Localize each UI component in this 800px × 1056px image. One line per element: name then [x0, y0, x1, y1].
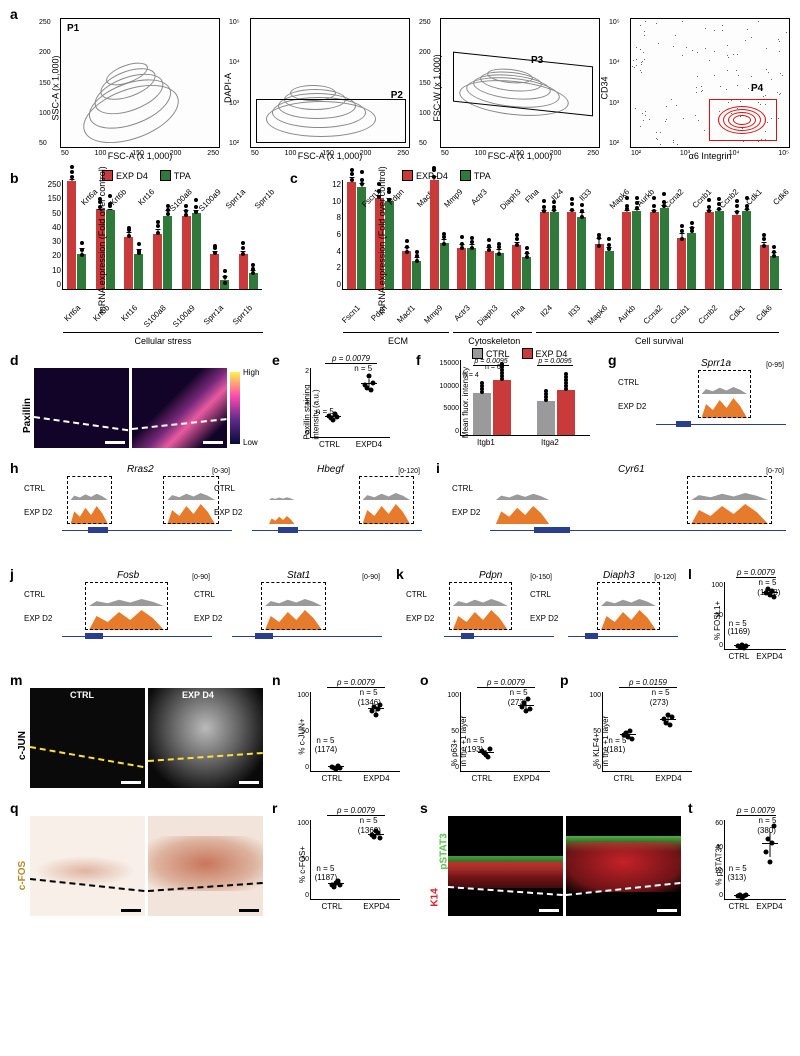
- scatter-o: 100500CTRLEXPD4p = 0.0079n = 5n = 5(193)…: [460, 692, 550, 772]
- panel-label-o: o: [420, 672, 429, 688]
- panel-label-a: a: [10, 6, 18, 22]
- panel-label-i: i: [436, 460, 440, 476]
- k14-label: K14: [430, 888, 441, 906]
- panel-label-c: c: [290, 170, 298, 186]
- panel-label-f: f: [416, 352, 421, 368]
- micro-d-ctrl: CTRL: [34, 368, 129, 448]
- facs-plot-2: P2DAPI-AFSC-A (x 1,000)10⁵10⁴10³10²50100…: [250, 18, 410, 148]
- scatter-n: 100500CTRLEXPD4p = 0.0079n = 5n = 5(1174…: [310, 692, 400, 772]
- panel-label-e: e: [272, 352, 280, 368]
- scatter-r: 100500CTRLEXPD4p = 0.0079n = 5n = 5(1187…: [310, 820, 400, 900]
- micro-q-exp: EXP D4: [148, 816, 263, 916]
- micro-m-exp: EXP D4: [148, 688, 263, 788]
- facs-plot-3: P3FSC-W (x 1,000)FSC-A (x 1,000)25020015…: [440, 18, 600, 148]
- facs-plot-4: P4CD34α6 Integrin10⁵10⁴10³10²10²10³10⁴10…: [630, 18, 790, 148]
- cfos-label: c-FOS: [17, 861, 28, 890]
- micro-m-ctrl: CTRL: [30, 688, 145, 788]
- bar-chart-c: EXP D4 TPA 121086420Fscn1PdpnMacf1Mmp9Ac…: [342, 180, 782, 290]
- panel-label-r: r: [272, 800, 277, 816]
- panel-label-t: t: [688, 800, 693, 816]
- colorbar-high: High: [243, 368, 259, 377]
- micro-s-exp: EXP D4: [566, 816, 681, 916]
- facs-plot-1: P1SSC-A (x 1,000)FSC-A (x 1,000)25020015…: [60, 18, 220, 148]
- panel-label-d: d: [10, 352, 19, 368]
- paxillin-label: Paxillin: [22, 398, 33, 433]
- scatter-p: 100500CTRLEXPD4p = 0.0159n = 5n = 5(181)…: [602, 692, 692, 772]
- micro-d-exp: EXP D4: [132, 368, 227, 448]
- scatter-t: 6040200CTRLEXPD4p = 0.0079n = 5n = 5(313…: [724, 820, 786, 900]
- colorbar-low: Low: [243, 438, 258, 447]
- cjun-label: c-JUN: [17, 731, 28, 760]
- micro-q-ctrl: CTRL: [30, 816, 145, 916]
- panel-label-h: h: [10, 460, 19, 476]
- panel-label-q: q: [10, 800, 19, 816]
- panel-label-g: g: [608, 352, 617, 368]
- panel-label-l: l: [688, 566, 692, 582]
- scatter-e: 210CTRLEXPD4p = 0.0079n = 5n = 5Paxillin…: [310, 368, 390, 438]
- panel-label-n: n: [272, 672, 281, 688]
- bar-chart-b: EXP D4 TPA 25015050403020100Krt6aKrt6bKr…: [62, 180, 262, 290]
- panel-label-k: k: [396, 566, 404, 582]
- bar-f: 150001000050000p = 0.0095Itgb1p = 0.0095…: [460, 360, 590, 436]
- panel-label-j: j: [10, 566, 14, 582]
- colorbar: [230, 372, 240, 444]
- scatter-l: 100500CTRLEXPD4p = 0.0079n = 5n = 5(1169…: [724, 582, 786, 650]
- panel-label-s: s: [420, 800, 428, 816]
- micro-s-ctrl: CTRL: [448, 816, 563, 916]
- panel-label-p: p: [560, 672, 569, 688]
- panel-label-b: b: [10, 170, 19, 186]
- panel-label-m: m: [10, 672, 22, 688]
